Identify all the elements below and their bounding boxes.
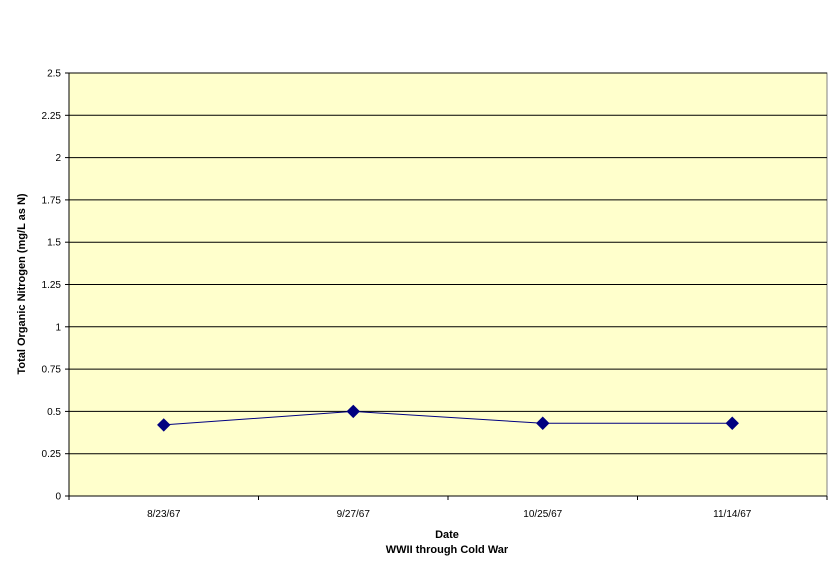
x-axis-subtitle: WWII through Cold War	[386, 544, 509, 556]
y-tick-label: 2	[55, 153, 61, 164]
y-axis-title: Total Organic Nitrogen (mg/L as N)	[16, 193, 28, 374]
data-point	[536, 416, 550, 430]
y-tick-label: 1	[55, 322, 61, 333]
data-point	[725, 416, 739, 430]
y-tick-label: 0.25	[42, 449, 62, 460]
y-tick-label: 1.5	[47, 238, 61, 249]
x-tick-label: 8/23/67	[147, 509, 181, 520]
series-group	[157, 404, 739, 432]
y-tick-label: 1.75	[42, 195, 62, 206]
y-axis-ticks: 0 0.25 0.5 0.75 1 1.25 1.5 1.75 2 2.25 2.5	[42, 69, 69, 503]
y-tick-label: 2.5	[47, 69, 61, 80]
x-tick-label: 9/27/67	[337, 509, 371, 520]
y-tick-label: 0.5	[47, 407, 61, 418]
x-axis-title: Date	[435, 529, 459, 541]
gridlines	[69, 72, 827, 455]
x-tick-label: 11/14/67	[713, 509, 752, 520]
x-axis-ticks: 8/23/67 9/27/67 10/25/67 11/14/67	[68, 496, 828, 520]
series-line	[163, 410, 733, 426]
y-tick-label: 2.25	[42, 111, 62, 122]
x-tick-label: 10/25/67	[523, 509, 562, 520]
y-tick-label: 0.75	[42, 365, 62, 376]
y-tick-label: 1.25	[42, 280, 62, 291]
data-point	[157, 418, 171, 432]
y-tick-label: 0	[55, 492, 61, 503]
data-point	[346, 404, 360, 419]
